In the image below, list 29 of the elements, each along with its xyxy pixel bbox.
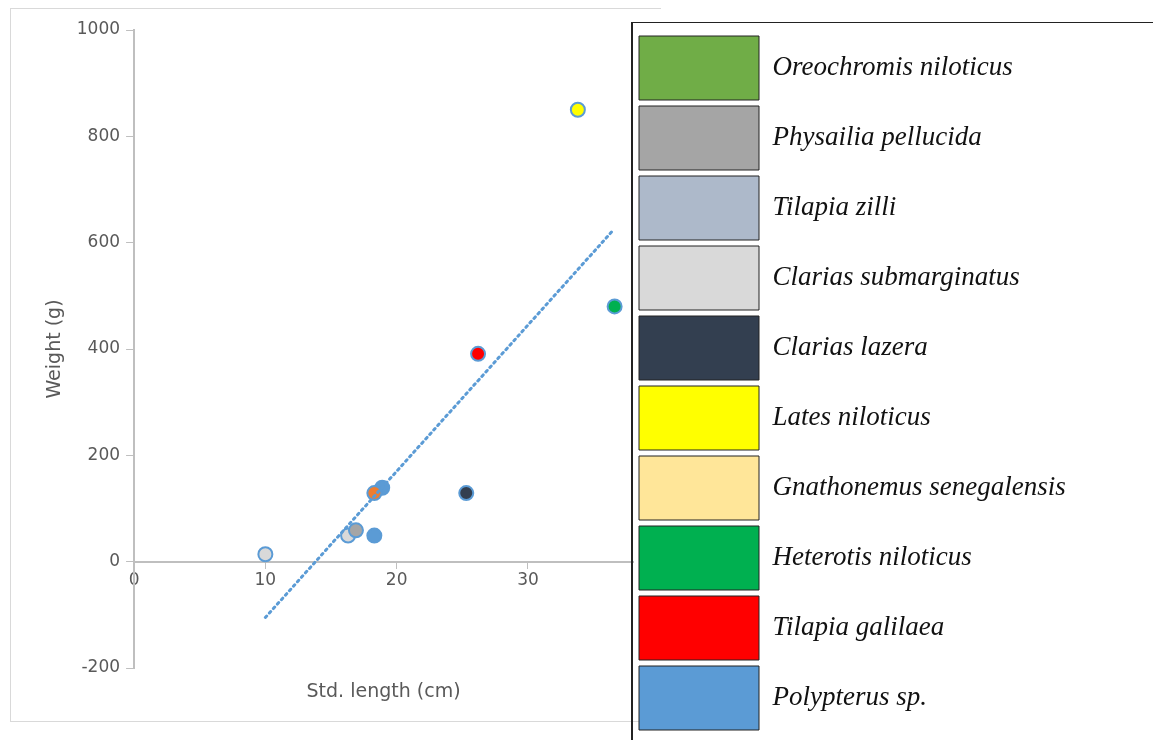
y-tick-label: 0 — [109, 550, 121, 571]
y-axis-title: Weight (g) — [42, 299, 65, 399]
legend-label: Clarias lazera — [772, 331, 928, 362]
legend-label: Tilapia zilli — [772, 191, 897, 222]
y-tick-label: 600 — [87, 231, 121, 252]
legend-label: Oreochromis niloticus — [772, 51, 1013, 82]
point — [347, 522, 364, 539]
y-tick-label: 1000 — [76, 18, 121, 39]
x-tick-label: 30 — [517, 569, 539, 590]
y-tick-label: 800 — [87, 124, 121, 145]
point — [366, 527, 383, 544]
legend-label: Physailia pellucida — [771, 121, 982, 152]
legend-label: Clarias submarginatus — [772, 261, 1020, 292]
point — [606, 298, 623, 315]
point — [569, 101, 586, 118]
point — [257, 546, 274, 563]
legend-label: Heterotis niloticus — [771, 541, 972, 572]
legend-label: Polypterus sp. — [771, 681, 927, 712]
y-tick-label: 400 — [87, 337, 121, 358]
y-tick-label: 200 — [87, 443, 121, 464]
legend-label: Lates niloticus — [771, 401, 931, 432]
x-tick-label: 10 — [254, 569, 277, 590]
x-axis-title: Std. length (cm) — [306, 678, 461, 701]
legend-label: Gnathonemus senegalensis — [772, 471, 1066, 502]
x-tick-label: 20 — [385, 569, 408, 590]
legend-label: Tilapia galilaea — [772, 611, 945, 642]
point — [458, 485, 475, 502]
y-tick-label: -200 — [81, 656, 121, 677]
point — [470, 345, 487, 362]
